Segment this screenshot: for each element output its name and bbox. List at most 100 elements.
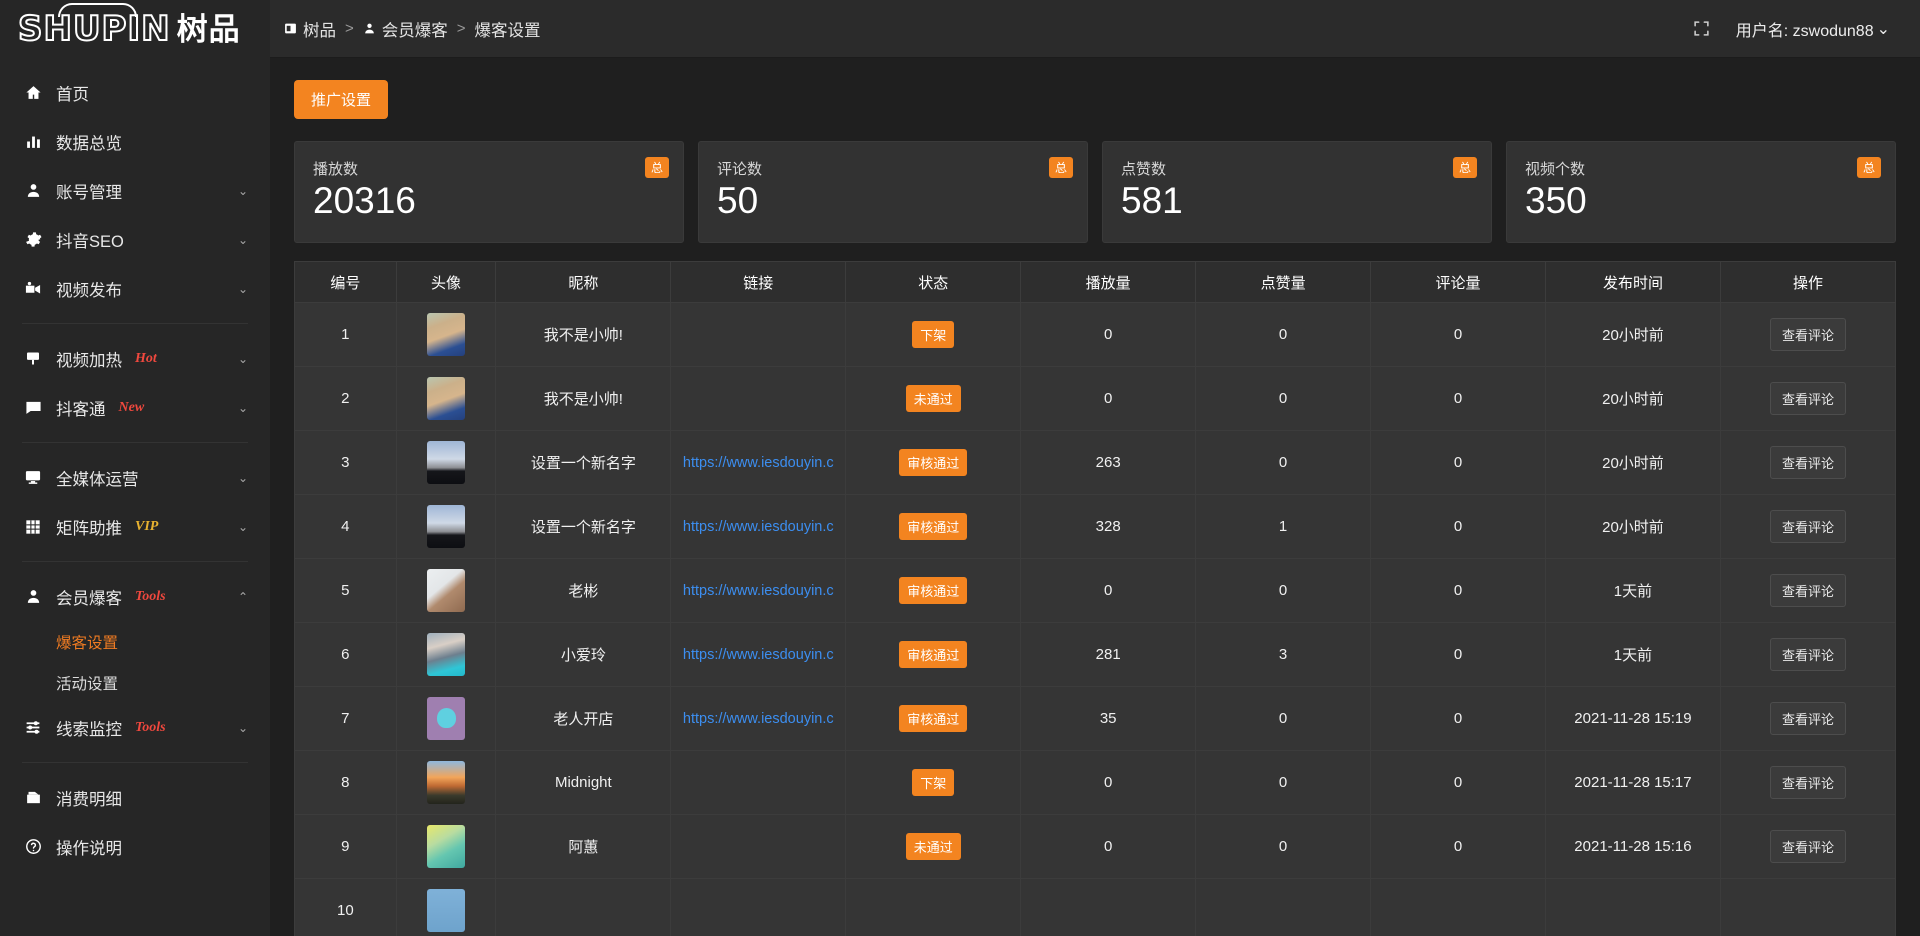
column-header-nickname[interactable]: 昵称 xyxy=(495,261,672,303)
brand-logo[interactable]: SHUPIN 树品 xyxy=(0,0,270,58)
stat-card-title: 点赞数 xyxy=(1121,161,1167,178)
video-link[interactable]: https://www.iesdouyin.c xyxy=(682,518,834,535)
cell-avatar xyxy=(395,750,497,815)
breadcrumb-label-root: 树品 xyxy=(303,21,336,40)
cell-likes: 3 xyxy=(1195,622,1372,687)
column-header-comments[interactable]: 评论量 xyxy=(1370,261,1546,303)
sidebar-item-douketong[interactable]: 抖客通 New ⌄ xyxy=(0,383,270,432)
cell-plays xyxy=(1020,878,1197,936)
avatar xyxy=(427,825,466,868)
sidebar-item-member-baoke[interactable]: 会员爆客 Tools ⌃ xyxy=(0,572,270,621)
column-header-plays[interactable]: 播放量 xyxy=(1020,261,1197,303)
view-comments-button[interactable]: 查看评论 xyxy=(1769,766,1846,799)
column-header-id[interactable]: 编号 xyxy=(294,261,397,303)
sidebar-divider-1 xyxy=(22,323,248,324)
column-header-likes[interactable]: 点赞量 xyxy=(1195,261,1372,303)
sidebar-label-member-baoke: 会员爆客 xyxy=(56,589,122,608)
sidebar-subitem-label: 活动设置 xyxy=(56,675,119,693)
stat-card-videos: 视频个数 350 总 xyxy=(1506,141,1896,243)
column-header-avatar[interactable]: 头像 xyxy=(395,261,497,303)
sidebar-tag-hot: Hot xyxy=(135,350,157,366)
chevron-down-icon: ⌄ xyxy=(237,351,248,366)
cell-comments: 0 xyxy=(1370,750,1546,815)
cell-status: 审核通过 xyxy=(845,558,1022,623)
avatar xyxy=(427,697,466,740)
home-icon xyxy=(22,84,44,101)
user-menu[interactable]: 用户名: zswodun88 ⌄ xyxy=(1736,17,1890,41)
cell-status: 下架 xyxy=(845,750,1022,815)
breadcrumb-item-section[interactable]: 会员爆客 xyxy=(363,17,448,41)
breadcrumb-item-root[interactable]: 树品 xyxy=(284,17,336,41)
sidebar-item-consumption-detail[interactable]: 消费明细 xyxy=(0,773,270,822)
view-comments-button[interactable]: 查看评论 xyxy=(1769,510,1846,543)
status-badge: 下架 xyxy=(912,769,955,796)
grid-icon xyxy=(22,519,44,535)
view-comments-button[interactable]: 查看评论 xyxy=(1769,382,1846,415)
view-comments-button[interactable]: 查看评论 xyxy=(1769,830,1846,863)
video-link[interactable]: https://www.iesdouyin.c xyxy=(682,582,834,599)
cell-avatar xyxy=(395,686,497,751)
chat-icon xyxy=(22,399,44,416)
view-comments-button[interactable]: 查看评论 xyxy=(1769,446,1846,479)
column-header-status[interactable]: 状态 xyxy=(845,261,1022,303)
chevron-down-icon: ⌄ xyxy=(237,183,248,198)
sidebar-subitem-activity-settings[interactable]: 活动设置 xyxy=(0,662,270,703)
view-comments-button[interactable]: 查看评论 xyxy=(1769,318,1846,351)
cell-likes: 1 xyxy=(1195,494,1372,559)
cell-link xyxy=(670,750,847,815)
view-comments-button[interactable]: 查看评论 xyxy=(1769,638,1846,671)
sidebar-item-clue-monitor[interactable]: 线索监控 Tools ⌄ xyxy=(0,703,270,752)
chevron-down-icon: ⌄ xyxy=(237,470,248,485)
video-link[interactable]: https://www.iesdouyin.c xyxy=(682,454,834,471)
sidebar-label-all-media-ops: 全媒体运营 xyxy=(56,470,139,489)
fullscreen-icon[interactable] xyxy=(1693,20,1710,37)
cell-nickname: 设置一个新名字 xyxy=(495,430,672,495)
stat-card-title: 评论数 xyxy=(717,161,763,178)
table-row: 10 xyxy=(294,878,1897,936)
view-comments-button[interactable]: 查看评论 xyxy=(1769,574,1846,607)
column-header-action[interactable]: 操作 xyxy=(1719,261,1897,303)
sidebar-item-account-manage[interactable]: 账号管理 ⌄ xyxy=(0,166,270,215)
sidebar-item-instructions[interactable]: 操作说明 xyxy=(0,822,270,871)
chevron-up-icon: ⌃ xyxy=(237,589,248,604)
column-header-link[interactable]: 链接 xyxy=(670,261,847,303)
sidebar-item-data-overview[interactable]: 数据总览 xyxy=(0,117,270,166)
cell-avatar xyxy=(395,622,497,687)
cell-id: 1 xyxy=(294,302,397,367)
video-link[interactable]: https://www.iesdouyin.c xyxy=(682,646,834,663)
cell-action: 查看评论 xyxy=(1719,302,1897,367)
column-header-time[interactable]: 发布时间 xyxy=(1545,261,1721,303)
avatar xyxy=(427,889,466,932)
main-area: 树品 > 会员爆客 > 爆客设置 xyxy=(270,0,1920,936)
cell-comments: 0 xyxy=(1370,814,1546,879)
sidebar-divider-3 xyxy=(22,561,248,562)
video-link[interactable]: https://www.iesdouyin.c xyxy=(682,710,834,727)
view-comments-button[interactable]: 查看评论 xyxy=(1769,702,1846,735)
cell-time: 2021-11-28 15:19 xyxy=(1545,686,1721,751)
sidebar-item-douyin-seo[interactable]: 抖音SEO ⌄ xyxy=(0,215,270,264)
chevron-down-icon: ⌄ xyxy=(1876,20,1890,38)
cell-nickname: 老彬 xyxy=(495,558,672,623)
sidebar-subitem-baoke-settings[interactable]: 爆客设置 xyxy=(0,621,270,662)
cell-link xyxy=(670,302,847,367)
promo-settings-button[interactable]: 推广设置 xyxy=(294,80,389,119)
cell-id: 4 xyxy=(294,494,397,559)
cell-comments: 0 xyxy=(1370,686,1546,751)
stat-card-title: 视频个数 xyxy=(1525,161,1586,178)
wallet-icon xyxy=(22,789,44,806)
cell-comments: 0 xyxy=(1370,558,1546,623)
table-row: 7 老人开店 https://www.iesdouyin.c 审核通过 35 0 0 2021… xyxy=(294,686,1897,751)
sidebar-item-home[interactable]: 首页 xyxy=(0,68,270,117)
cell-status xyxy=(845,878,1022,936)
sidebar-item-all-media-ops[interactable]: 全媒体运营 ⌄ xyxy=(0,453,270,502)
cell-status: 审核通过 xyxy=(845,686,1022,751)
avatar xyxy=(427,377,466,420)
cell-plays: 0 xyxy=(1020,814,1197,879)
cell-action: 查看评论 xyxy=(1719,494,1897,559)
sidebar-item-video-publish[interactable]: 视频发布 ⌄ xyxy=(0,264,270,313)
cell-time: 1天前 xyxy=(1545,622,1721,687)
sidebar-item-matrix-boost[interactable]: 矩阵助推 VIP ⌄ xyxy=(0,502,270,551)
sidebar-item-video-boost[interactable]: 视频加热 Hot ⌄ xyxy=(0,334,270,383)
video-table-head: 编号 头像 昵称 链接 状态 播放量 点赞量 评论量 发布时间 操作 xyxy=(294,261,1897,303)
